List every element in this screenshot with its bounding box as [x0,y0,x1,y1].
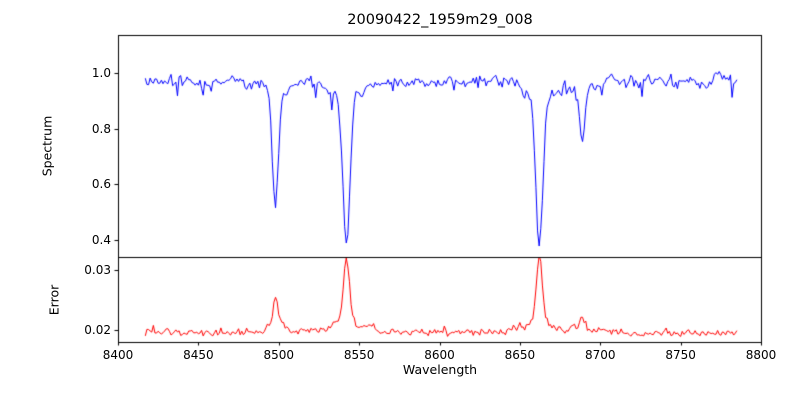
x-tick-label: 8550 [343,348,375,362]
x-tick-label: 8500 [263,348,295,362]
spectrum-axis-label: Spectrum [39,115,55,177]
x-tick-label: 8700 [584,348,616,362]
y-tick-label-spectrum: 1.0 [91,65,111,80]
y-tick-label-spectrum: 0.6 [91,177,111,192]
x-tick-label: 8650 [504,348,536,362]
y-tick-label-error: 0.02 [84,323,111,338]
y-tick-label-spectrum: 0.4 [91,233,111,248]
x-tick-label: 8400 [102,348,134,362]
figure-title: 20090422_1959m29_008 [347,12,533,28]
y-tick-label-spectrum: 0.8 [91,121,111,136]
x-tick-label: 8800 [745,348,777,362]
x-tick-label: 8450 [183,348,214,362]
y-tick-label-error: 0.03 [84,263,111,278]
wavelength-axis-label: Wavelength [402,362,478,377]
error-axis-label: Error [46,284,62,316]
x-tick-label: 8750 [665,348,696,362]
x-tick-label: 8600 [424,348,455,362]
